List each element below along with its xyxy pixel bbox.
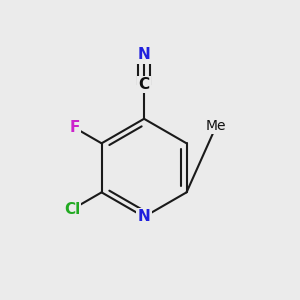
Text: N: N bbox=[138, 47, 150, 62]
Text: F: F bbox=[69, 120, 80, 135]
Text: Me: Me bbox=[206, 119, 226, 133]
Text: Cl: Cl bbox=[64, 202, 80, 217]
Text: C: C bbox=[139, 77, 150, 92]
Text: N: N bbox=[138, 209, 150, 224]
